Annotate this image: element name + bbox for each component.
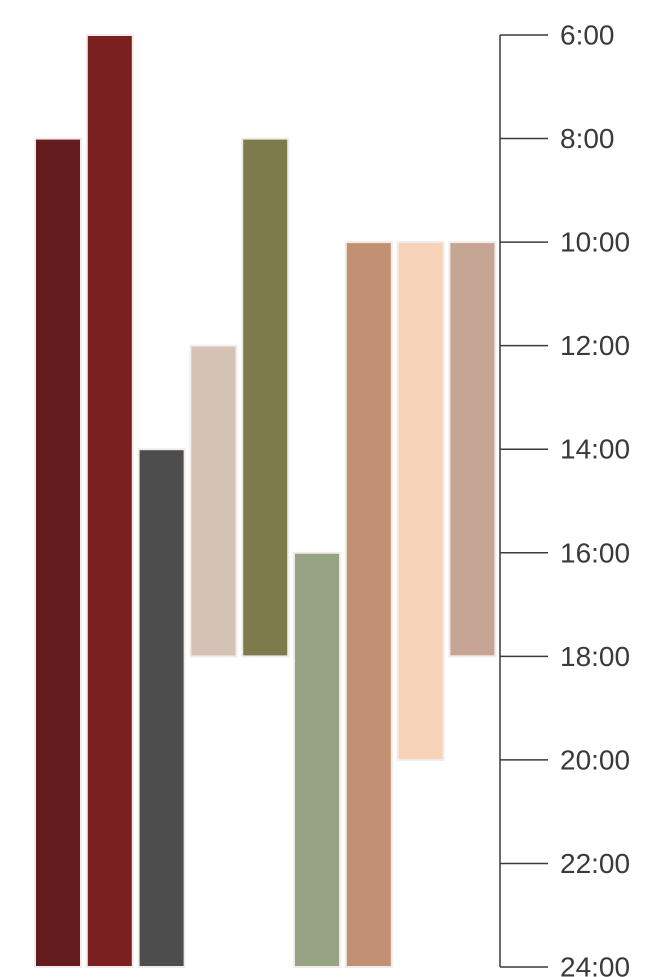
- y-tick-label: 24:00: [560, 952, 630, 977]
- range-bar-9: [448, 241, 497, 658]
- range-bar-4: [189, 344, 238, 658]
- y-tick-label: 16:00: [560, 537, 630, 568]
- y-tick-label: 12:00: [560, 330, 630, 361]
- range-bar-3: [137, 448, 186, 968]
- range-bar-2: [85, 34, 134, 968]
- y-axis: 6:00 8:00 10:00 12:00 14:00 16:00 18:00 20:00 22…: [499, 20, 630, 977]
- range-bar-8: [396, 241, 445, 761]
- y-tick-label: 18:00: [560, 641, 630, 672]
- y-tick-label: 14:00: [560, 434, 630, 465]
- range-bar-1: [34, 137, 82, 969]
- y-tick-label: 8:00: [560, 123, 615, 154]
- range-bar-5: [241, 137, 290, 658]
- y-tick-label: 10:00: [560, 227, 630, 258]
- y-tick-label: 6:00: [560, 20, 615, 51]
- y-tick-label: 22:00: [560, 848, 630, 879]
- range-bar-6: [293, 551, 341, 968]
- y-tick-label: 20:00: [560, 744, 630, 775]
- bars-group: [34, 34, 497, 969]
- range-bar-7: [344, 241, 393, 969]
